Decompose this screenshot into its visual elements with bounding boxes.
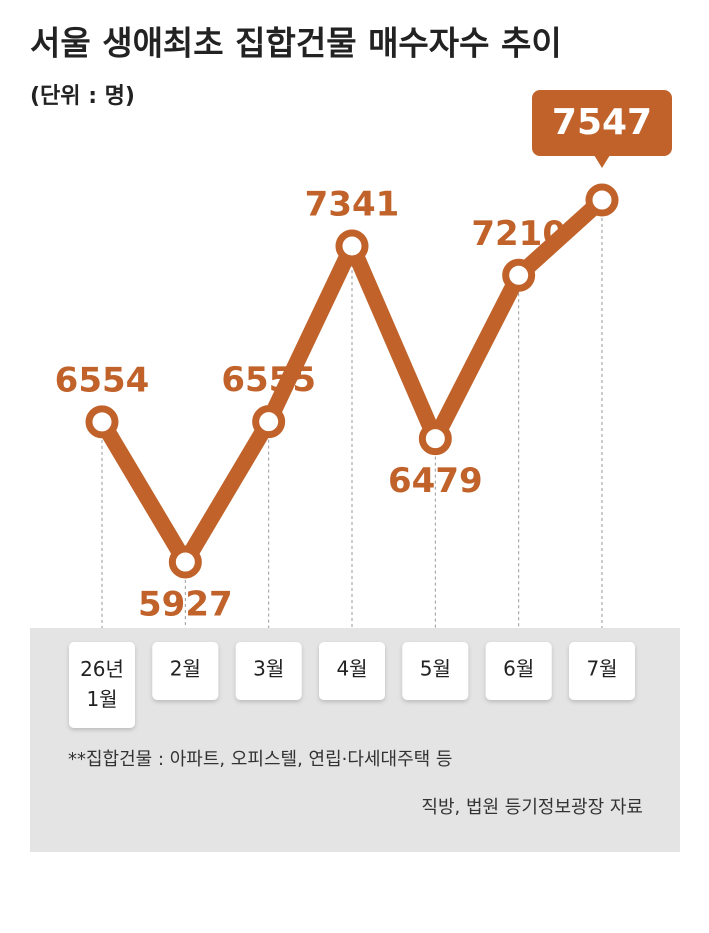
point [418,422,452,456]
callout-box [532,90,672,156]
x-tick-label-line: 1월 [86,687,117,711]
point [335,229,369,263]
point [585,183,619,217]
value-label: 7547 [552,102,652,143]
x-tick-label: 26년 1월 [80,657,124,711]
x-tick-label-line: 26년 [80,657,124,681]
value-label: 7341 [305,185,400,225]
value-label: 5927 [138,585,233,625]
x-tick-label: 7월 [586,657,617,681]
x-tick-label: 2월 [170,657,201,681]
category-box [69,642,135,728]
point [168,545,202,579]
category-box [319,642,385,700]
chart-subtitle: (단위 : 명) [30,84,135,109]
note: **집합건물 : 아파트, 오피스텔, 연립·다세대주택 등 [68,749,452,770]
value-label: 6554 [55,360,150,400]
category-box [402,642,469,700]
category-box [152,642,219,700]
x-tick-label: 4월 [336,657,367,681]
value-label: 6479 [388,461,483,501]
point [252,405,286,439]
point [85,405,119,439]
value-label: 7210 [471,214,566,254]
value-label: 6555 [221,360,316,400]
source: 직방, 법원 등기정보광장 자료 [421,797,643,818]
callout-pointer [594,155,610,168]
chart-title: 서울 생애최초 집합건물 매수자수 추이 [30,24,562,63]
x-tick-label: 6월 [503,657,534,681]
x-tick-label: 5월 [420,657,451,681]
category-box [569,642,635,700]
category-box [235,642,302,700]
category-box [485,642,552,700]
x-tick-label: 3월 [253,657,284,681]
point [502,258,536,292]
